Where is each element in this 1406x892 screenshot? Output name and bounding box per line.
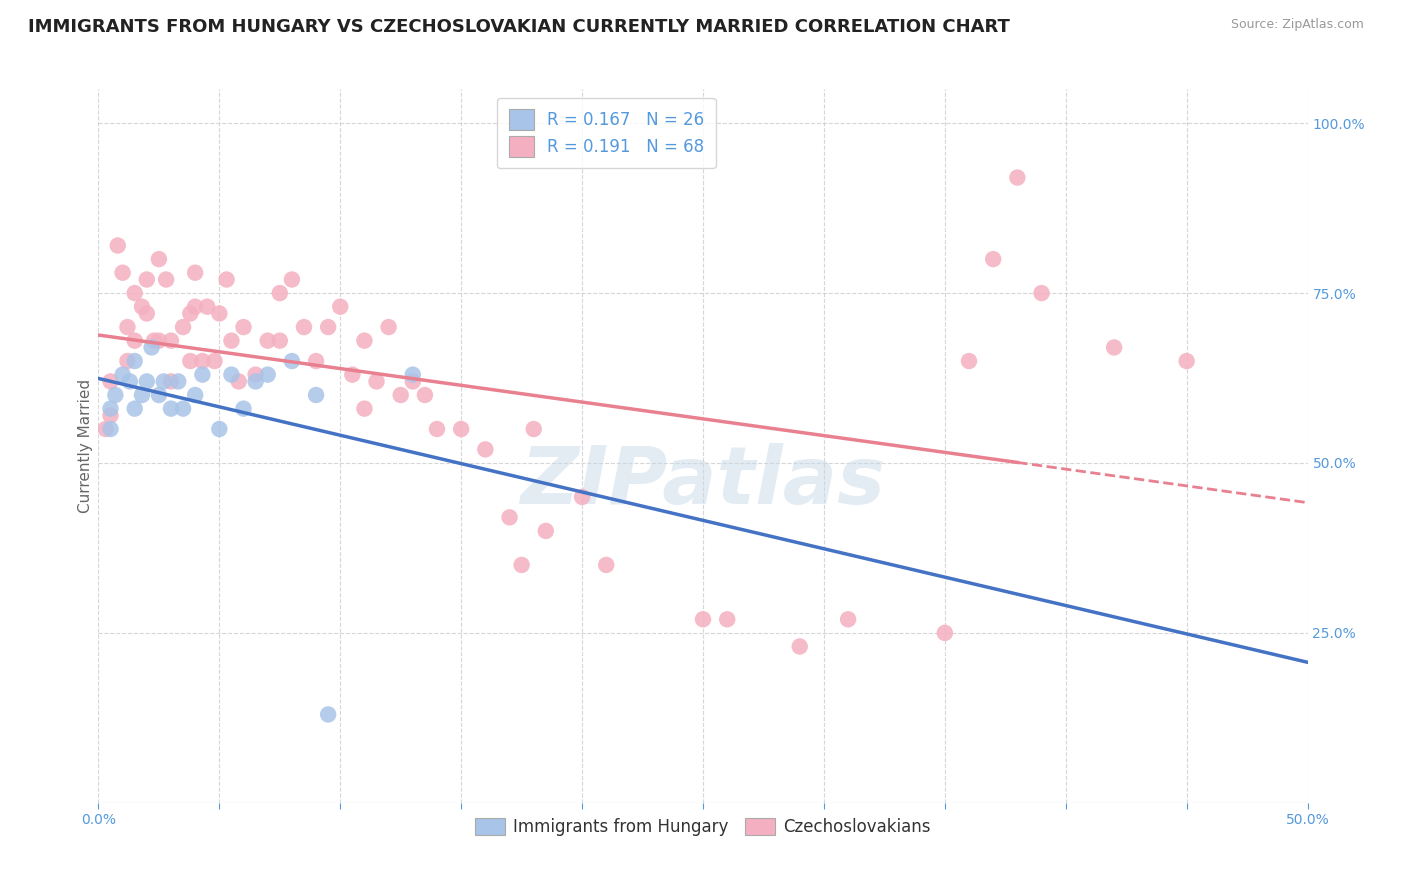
Point	[111, 368, 134, 382]
Point	[160, 401, 183, 416]
Point	[167, 375, 190, 389]
Point	[256, 368, 278, 382]
Point	[131, 300, 153, 314]
Text: ZIPatlas: ZIPatlas	[520, 442, 886, 521]
Point	[221, 334, 243, 348]
Point	[402, 375, 425, 389]
Point	[716, 612, 738, 626]
Text: Source: ZipAtlas.com: Source: ZipAtlas.com	[1230, 18, 1364, 31]
Point	[124, 334, 146, 348]
Point	[510, 558, 533, 572]
Text: IMMIGRANTS FROM HUNGARY VS CZECHOSLOVAKIAN CURRENTLY MARRIED CORRELATION CHART: IMMIGRANTS FROM HUNGARY VS CZECHOSLOVAKI…	[28, 18, 1010, 36]
Y-axis label: Currently Married: Currently Married	[77, 379, 93, 513]
Point	[245, 375, 267, 389]
Point	[789, 640, 811, 654]
Point	[118, 375, 141, 389]
Point	[100, 375, 122, 389]
Point	[160, 334, 183, 348]
Point	[135, 306, 157, 320]
Point	[155, 272, 177, 286]
Point	[100, 422, 122, 436]
Point	[281, 354, 304, 368]
Point	[389, 388, 412, 402]
Legend: Immigrants from Hungary, Czechoslovakians: Immigrants from Hungary, Czechoslovakian…	[467, 810, 939, 845]
Point	[195, 300, 218, 314]
Point	[148, 388, 170, 402]
Point	[316, 707, 339, 722]
Point	[135, 272, 157, 286]
Point	[232, 401, 254, 416]
Point	[124, 286, 146, 301]
Point	[305, 388, 328, 402]
Point	[100, 409, 122, 423]
Point	[131, 388, 153, 402]
Point	[191, 368, 214, 382]
Point	[353, 401, 375, 416]
Point	[353, 334, 375, 348]
Point	[571, 490, 593, 504]
Point	[184, 388, 207, 402]
Point	[450, 422, 472, 436]
Point	[208, 422, 231, 436]
Point	[143, 334, 166, 348]
Point	[329, 300, 352, 314]
Point	[152, 375, 174, 389]
Point	[117, 320, 139, 334]
Point	[342, 368, 364, 382]
Point	[305, 354, 328, 368]
Point	[104, 388, 127, 402]
Point	[215, 272, 238, 286]
Point	[366, 375, 388, 389]
Point	[184, 300, 207, 314]
Point	[269, 286, 291, 301]
Point	[124, 354, 146, 368]
Point	[402, 368, 425, 382]
Point	[124, 401, 146, 416]
Point	[498, 510, 520, 524]
Point	[204, 354, 226, 368]
Point	[534, 524, 557, 538]
Point	[316, 320, 339, 334]
Point	[269, 334, 291, 348]
Point	[413, 388, 436, 402]
Point	[245, 368, 267, 382]
Point	[221, 368, 243, 382]
Point	[232, 320, 254, 334]
Point	[100, 401, 122, 416]
Point	[148, 252, 170, 266]
Point	[1007, 170, 1029, 185]
Point	[837, 612, 859, 626]
Point	[1102, 341, 1125, 355]
Point	[179, 354, 201, 368]
Point	[595, 558, 617, 572]
Point	[135, 375, 157, 389]
Point	[117, 354, 139, 368]
Point	[184, 266, 207, 280]
Point	[172, 320, 194, 334]
Point	[377, 320, 399, 334]
Point	[957, 354, 980, 368]
Point	[148, 334, 170, 348]
Point	[191, 354, 214, 368]
Point	[292, 320, 315, 334]
Point	[256, 334, 278, 348]
Point	[281, 272, 304, 286]
Point	[160, 375, 183, 389]
Point	[981, 252, 1004, 266]
Point	[1175, 354, 1198, 368]
Point	[523, 422, 546, 436]
Point	[208, 306, 231, 320]
Point	[107, 238, 129, 252]
Point	[426, 422, 449, 436]
Point	[172, 401, 194, 416]
Point	[228, 375, 250, 389]
Point	[141, 341, 163, 355]
Point	[111, 266, 134, 280]
Point	[94, 422, 117, 436]
Point	[1031, 286, 1053, 301]
Point	[692, 612, 714, 626]
Point	[474, 442, 496, 457]
Point	[179, 306, 201, 320]
Point	[934, 626, 956, 640]
